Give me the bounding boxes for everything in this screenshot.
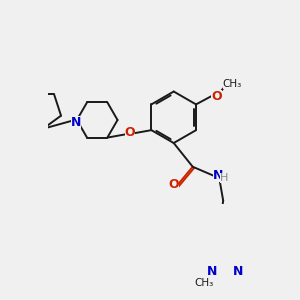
Text: CH₃: CH₃ xyxy=(194,278,214,289)
Text: O: O xyxy=(125,126,135,139)
Text: O: O xyxy=(168,178,178,191)
Text: N: N xyxy=(233,265,244,278)
Text: N: N xyxy=(71,116,81,128)
Text: O: O xyxy=(211,90,222,103)
Text: N: N xyxy=(207,265,217,278)
Text: H: H xyxy=(220,173,228,183)
Text: N: N xyxy=(213,169,224,182)
Text: CH₃: CH₃ xyxy=(223,79,242,89)
